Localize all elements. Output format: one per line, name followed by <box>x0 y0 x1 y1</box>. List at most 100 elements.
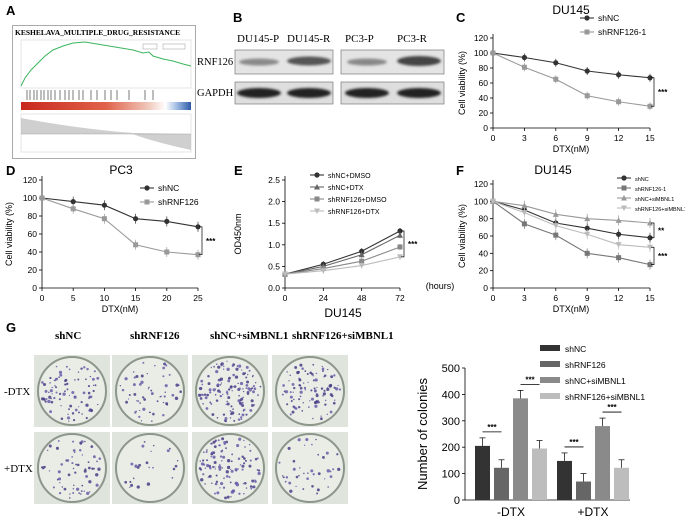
colony <box>220 459 223 462</box>
colony <box>228 388 231 391</box>
colony <box>69 493 71 495</box>
colony <box>218 465 222 469</box>
colony <box>58 398 61 401</box>
colony <box>251 485 254 488</box>
colony <box>56 378 58 380</box>
colony <box>259 385 262 388</box>
colony <box>171 476 174 479</box>
colony <box>177 384 180 387</box>
colony <box>210 452 214 456</box>
colony <box>81 413 83 415</box>
colony <box>84 440 86 443</box>
colony <box>241 413 245 417</box>
colony <box>58 370 63 374</box>
colony <box>68 368 71 371</box>
legend-marker <box>621 175 627 181</box>
colony <box>323 374 327 377</box>
x-tick-label: 15 <box>131 293 141 303</box>
colony <box>230 460 233 463</box>
colony <box>139 402 141 404</box>
colony <box>55 446 59 450</box>
legend-label: shNC <box>635 177 649 183</box>
colony <box>166 449 170 453</box>
colony <box>119 385 122 387</box>
colony <box>231 390 233 392</box>
panel-label-c: C <box>456 10 466 25</box>
colony <box>244 446 246 448</box>
colony <box>163 395 166 398</box>
series-line <box>284 234 401 275</box>
colony <box>48 444 52 448</box>
colony <box>50 398 53 400</box>
colony <box>199 397 203 400</box>
sig-label: *** <box>408 240 418 249</box>
colony <box>174 396 179 401</box>
colony <box>135 374 139 378</box>
colony <box>74 395 76 397</box>
colony <box>212 465 215 469</box>
colony <box>257 469 261 472</box>
colony <box>73 484 75 487</box>
colony <box>47 399 51 404</box>
chart-d: PC3 0 20 40 60 80 100 120 0 5 10 15 20 25 DTX(nM) Cell … <box>4 163 216 314</box>
colony <box>309 400 311 402</box>
colony <box>152 444 155 447</box>
x-tick-label: 6 <box>553 133 558 143</box>
x-tick-label: 6 <box>553 293 558 303</box>
colony <box>240 418 243 421</box>
data-point <box>552 223 559 229</box>
colony <box>79 441 82 444</box>
colony <box>171 393 175 397</box>
colony <box>245 387 248 389</box>
colony <box>85 474 89 478</box>
colony <box>237 457 241 461</box>
data-point <box>615 242 622 248</box>
colony <box>202 451 205 453</box>
colony <box>223 365 225 367</box>
y-tick-label: 20 <box>479 266 489 276</box>
colony-plate <box>272 432 348 504</box>
colony <box>148 386 150 389</box>
colony <box>44 389 48 393</box>
colony <box>71 462 74 465</box>
colony <box>230 496 232 498</box>
legend-label: shRNF126+DMSO <box>328 197 387 204</box>
colony <box>219 383 222 386</box>
colony <box>223 440 227 444</box>
row-label-gapdh: GAPDH <box>197 88 234 99</box>
colony <box>54 385 56 387</box>
colony <box>172 467 176 471</box>
colony <box>223 477 225 479</box>
colony <box>299 390 303 394</box>
y-tick-label: 500 <box>442 363 460 375</box>
colony <box>217 365 221 369</box>
y-tick-label: 20 <box>479 108 489 118</box>
colony <box>73 451 76 454</box>
data-point <box>615 217 622 223</box>
colony <box>81 454 84 456</box>
y-tick-label: 0.0 <box>268 283 280 293</box>
series-line <box>492 200 651 248</box>
colony <box>222 413 226 416</box>
colony <box>127 398 130 400</box>
blot-images <box>234 49 445 105</box>
colony <box>326 469 330 473</box>
colony <box>297 405 301 409</box>
colony <box>304 388 307 391</box>
sig-label: *** <box>658 252 668 261</box>
data-point <box>195 252 201 258</box>
colony <box>232 373 235 377</box>
series-line <box>492 200 651 224</box>
colony <box>282 384 285 387</box>
colony <box>134 411 137 414</box>
panel-label-g: G <box>6 320 17 335</box>
colony <box>214 393 217 396</box>
colony <box>298 378 302 382</box>
data-point <box>521 202 528 209</box>
data-point <box>397 254 403 260</box>
colony <box>219 487 221 489</box>
colony <box>138 409 141 412</box>
colony <box>229 417 232 419</box>
data-point <box>70 206 76 212</box>
colony <box>243 492 245 495</box>
